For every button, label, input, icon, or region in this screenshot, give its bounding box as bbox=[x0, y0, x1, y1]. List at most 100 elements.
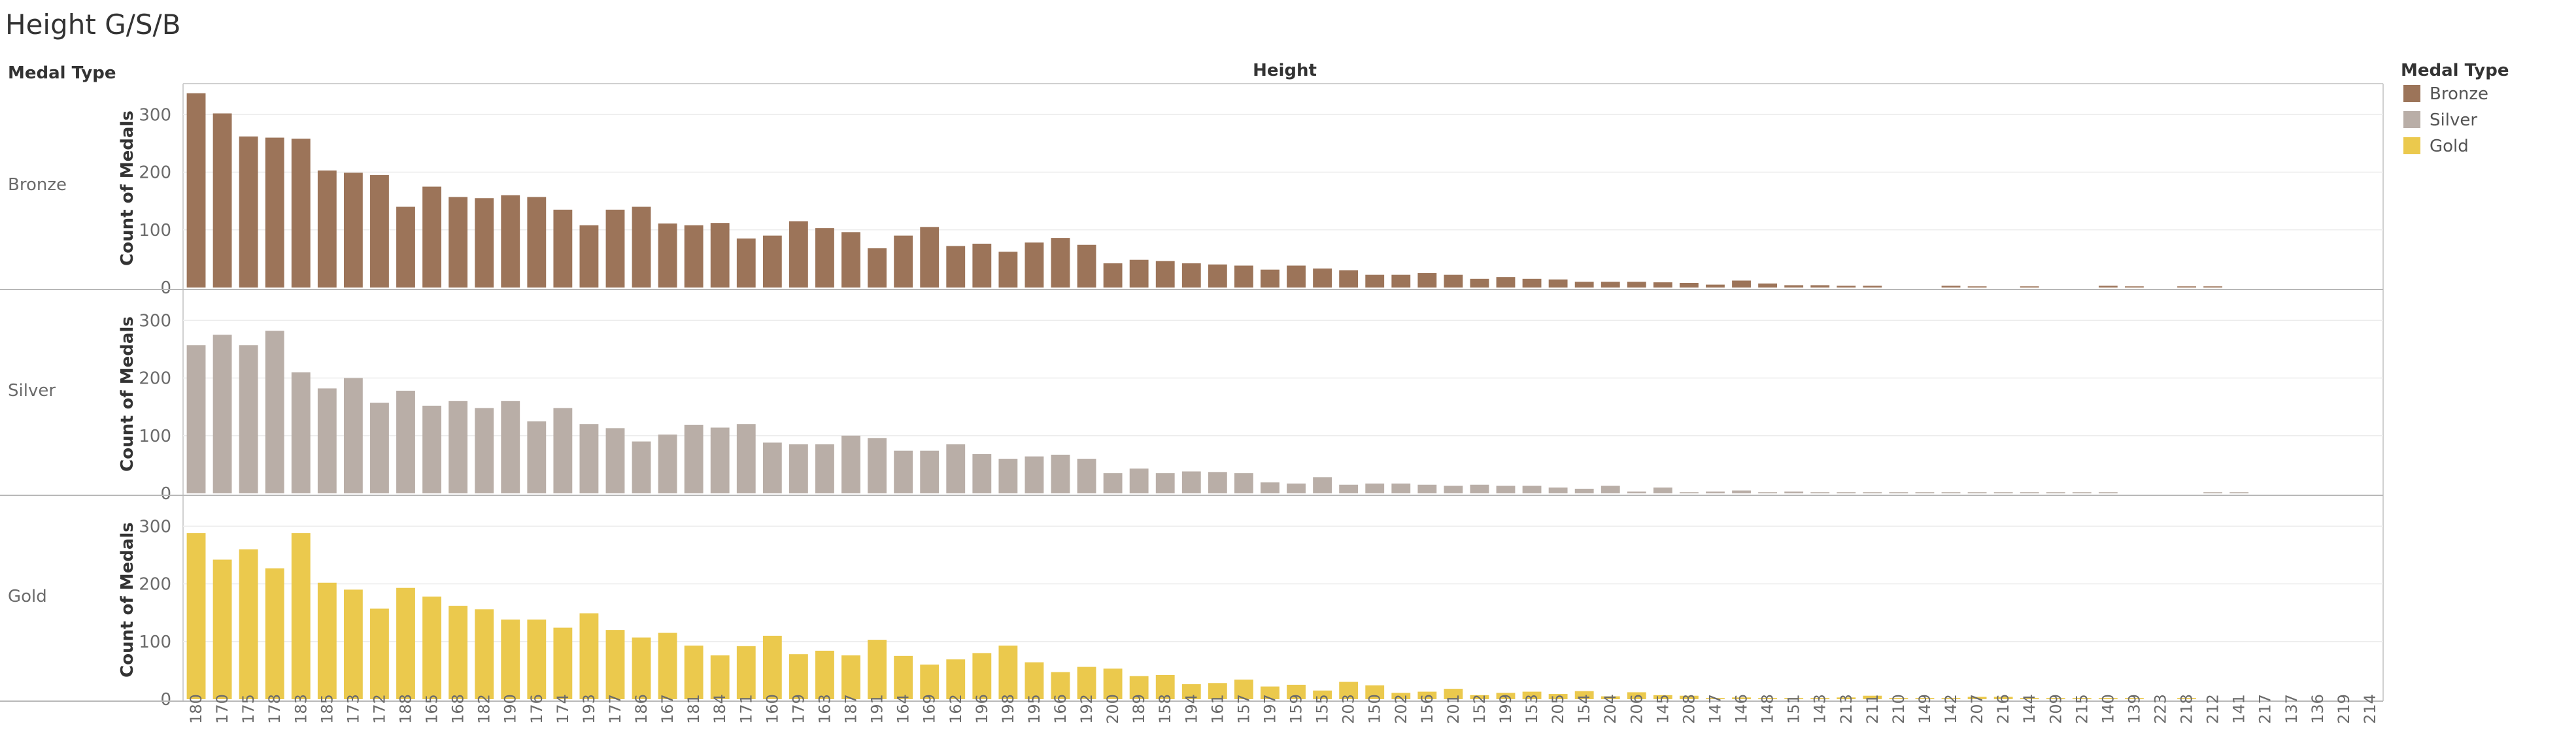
bar-gold-211[interactable] bbox=[1863, 695, 1882, 699]
bar-bronze-202[interactable] bbox=[1391, 274, 1411, 288]
bar-silver-212[interactable] bbox=[2203, 492, 2223, 493]
bar-silver-163[interactable] bbox=[815, 444, 834, 493]
bar-silver-191[interactable] bbox=[868, 438, 887, 493]
bar-bronze-201[interactable] bbox=[1444, 274, 1463, 288]
bar-gold-159[interactable] bbox=[1287, 684, 1306, 699]
bar-bronze-193[interactable] bbox=[579, 225, 599, 288]
legend-swatch-silver[interactable] bbox=[2403, 111, 2420, 128]
bar-silver-182[interactable] bbox=[475, 408, 494, 493]
bar-bronze-160[interactable] bbox=[762, 235, 782, 288]
bar-bronze-163[interactable] bbox=[815, 228, 834, 288]
bar-bronze-207[interactable] bbox=[1967, 286, 1987, 288]
bar-silver-156[interactable] bbox=[1417, 484, 1437, 493]
bar-silver-179[interactable] bbox=[788, 444, 808, 493]
bar-bronze-150[interactable] bbox=[1365, 274, 1385, 288]
bar-bronze-154[interactable] bbox=[1574, 282, 1594, 288]
bar-bronze-188[interactable] bbox=[396, 206, 415, 288]
bar-silver-175[interactable] bbox=[239, 345, 258, 493]
legend-swatch-bronze[interactable] bbox=[2403, 85, 2420, 102]
bar-silver-167[interactable] bbox=[658, 435, 677, 493]
bar-gold-163[interactable] bbox=[815, 650, 834, 699]
bar-silver-160[interactable] bbox=[762, 442, 782, 493]
bar-bronze-142[interactable] bbox=[1941, 286, 1961, 288]
bar-silver-140[interactable] bbox=[2098, 492, 2118, 493]
bar-silver-193[interactable] bbox=[579, 424, 599, 493]
bar-bronze-194[interactable] bbox=[1181, 263, 1201, 288]
legend-label-gold[interactable]: Gold bbox=[2430, 137, 2469, 156]
bar-silver-142[interactable] bbox=[1941, 492, 1961, 493]
bar-gold-190[interactable] bbox=[501, 619, 520, 699]
bar-bronze-174[interactable] bbox=[553, 209, 573, 288]
bar-bronze-180[interactable] bbox=[186, 93, 206, 288]
bar-silver-211[interactable] bbox=[1863, 492, 1882, 493]
bar-bronze-164[interactable] bbox=[894, 235, 913, 288]
bar-silver-157[interactable] bbox=[1234, 473, 1253, 493]
bar-gold-173[interactable] bbox=[343, 589, 363, 699]
bar-gold-168[interactable] bbox=[449, 606, 468, 699]
bar-silver-173[interactable] bbox=[343, 378, 363, 493]
bar-bronze-187[interactable] bbox=[841, 232, 860, 288]
bar-gold-195[interactable] bbox=[1025, 662, 1044, 699]
bar-bronze-140[interactable] bbox=[2098, 286, 2118, 288]
bar-gold-206[interactable] bbox=[1627, 692, 1646, 699]
bar-gold-187[interactable] bbox=[841, 655, 860, 699]
bar-silver-189[interactable] bbox=[1129, 469, 1149, 493]
bar-gold-216[interactable] bbox=[1993, 697, 2013, 699]
bar-gold-179[interactable] bbox=[788, 654, 808, 699]
bar-gold-154[interactable] bbox=[1574, 691, 1594, 699]
bar-bronze-170[interactable] bbox=[212, 113, 232, 288]
bar-silver-184[interactable] bbox=[710, 427, 730, 493]
bar-gold-144[interactable] bbox=[2020, 698, 2039, 699]
bar-silver-165[interactable] bbox=[422, 405, 441, 493]
bar-gold-152[interactable] bbox=[1470, 695, 1489, 699]
bar-gold-210[interactable] bbox=[1889, 698, 1908, 699]
bar-bronze-143[interactable] bbox=[1810, 285, 1830, 288]
bar-gold-205[interactable] bbox=[1548, 694, 1568, 699]
bar-gold-199[interactable] bbox=[1496, 693, 1516, 699]
bar-silver-162[interactable] bbox=[946, 444, 966, 493]
bar-bronze-177[interactable] bbox=[605, 209, 625, 288]
bar-bronze-196[interactable] bbox=[972, 243, 992, 288]
bar-bronze-161[interactable] bbox=[1208, 264, 1227, 288]
legend-label-silver[interactable]: Silver bbox=[2430, 110, 2477, 130]
bar-bronze-178[interactable] bbox=[265, 137, 284, 288]
bar-silver-197[interactable] bbox=[1261, 482, 1280, 493]
bar-gold-207[interactable] bbox=[1967, 697, 1987, 699]
bar-bronze-167[interactable] bbox=[658, 223, 677, 288]
bar-bronze-175[interactable] bbox=[239, 136, 258, 288]
bar-silver-183[interactable] bbox=[291, 372, 311, 493]
bar-gold-149[interactable] bbox=[1915, 698, 1935, 699]
legend-label-bronze[interactable]: Bronze bbox=[2430, 84, 2488, 104]
bar-silver-188[interactable] bbox=[396, 390, 415, 493]
bar-silver-149[interactable] bbox=[1915, 492, 1935, 493]
bar-gold-184[interactable] bbox=[710, 655, 730, 699]
bar-silver-164[interactable] bbox=[894, 450, 913, 493]
bar-gold-197[interactable] bbox=[1261, 686, 1280, 699]
bar-silver-147[interactable] bbox=[1706, 491, 1725, 493]
bar-gold-164[interactable] bbox=[894, 655, 913, 699]
bar-gold-183[interactable] bbox=[291, 533, 311, 699]
bar-silver-195[interactable] bbox=[1025, 456, 1044, 493]
bar-bronze-182[interactable] bbox=[475, 198, 494, 288]
bar-bronze-203[interactable] bbox=[1339, 270, 1359, 288]
bar-bronze-153[interactable] bbox=[1522, 278, 1542, 288]
bar-gold-150[interactable] bbox=[1365, 685, 1385, 699]
bar-bronze-199[interactable] bbox=[1496, 277, 1516, 288]
bar-bronze-155[interactable] bbox=[1313, 268, 1332, 288]
bar-gold-171[interactable] bbox=[736, 646, 756, 699]
bar-gold-204[interactable] bbox=[1601, 696, 1620, 699]
bar-gold-142[interactable] bbox=[1941, 698, 1961, 699]
bar-silver-178[interactable] bbox=[265, 331, 284, 493]
bar-gold-175[interactable] bbox=[239, 549, 258, 699]
bar-silver-206[interactable] bbox=[1627, 491, 1646, 493]
bar-silver-201[interactable] bbox=[1444, 486, 1463, 493]
bar-gold-186[interactable] bbox=[632, 637, 651, 699]
bar-silver-152[interactable] bbox=[1470, 484, 1489, 493]
bar-bronze-148[interactable] bbox=[1758, 283, 1778, 288]
bar-gold-158[interactable] bbox=[1155, 674, 1175, 699]
bar-silver-141[interactable] bbox=[2229, 492, 2249, 493]
bar-bronze-190[interactable] bbox=[501, 195, 520, 288]
bar-bronze-157[interactable] bbox=[1234, 265, 1253, 288]
bar-bronze-211[interactable] bbox=[1863, 286, 1882, 288]
bar-bronze-139[interactable] bbox=[2125, 286, 2144, 288]
